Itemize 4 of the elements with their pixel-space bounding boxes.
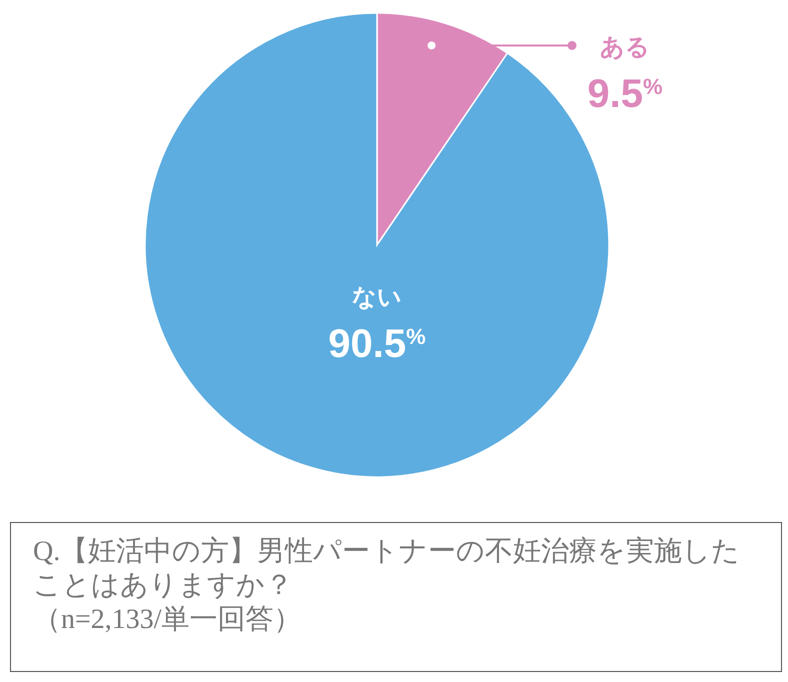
text: Q.【妊活中の方】男性パートナーの不妊治療を実施したことはありますか？ <box>33 535 742 603</box>
legend-label: ある <box>600 33 650 61</box>
text: （n=2,133/単一回答） <box>33 603 303 637</box>
data-label: 9.5$^{%}$ <box>587 72 663 116</box>
